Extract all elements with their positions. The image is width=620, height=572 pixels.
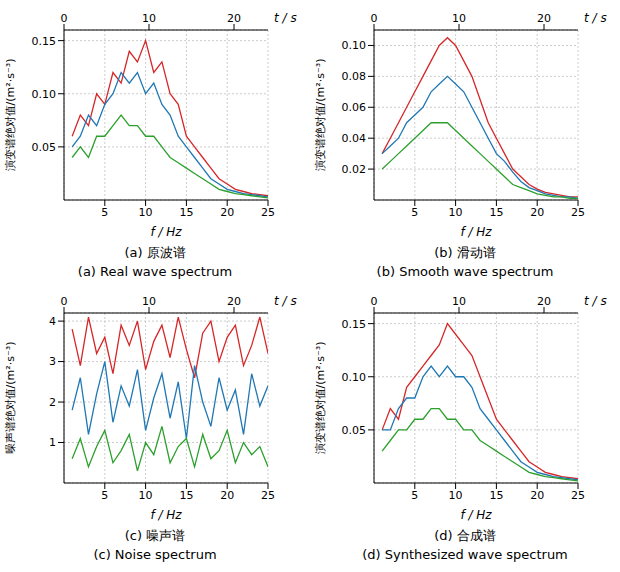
svg-text:25: 25 — [571, 489, 585, 502]
svg-text:20: 20 — [530, 206, 544, 219]
svg-text:0.15: 0.15 — [32, 35, 57, 48]
svg-text:1: 1 — [49, 436, 56, 449]
svg-text:20: 20 — [227, 12, 241, 25]
svg-text:0.15: 0.15 — [342, 318, 367, 331]
svg-text:20: 20 — [220, 206, 234, 219]
html-text:(c) Noise spectrum: (c) Noise spectrum — [93, 547, 217, 562]
svg-text:20: 20 — [220, 489, 234, 502]
svg-text:3: 3 — [49, 355, 56, 368]
svg-text:0.10: 0.10 — [32, 88, 57, 101]
svg-text:演变谱绝对值/(m²·s⁻³): 演变谱绝对值/(m²·s⁻³) — [314, 59, 327, 172]
svg-text:20: 20 — [227, 295, 241, 308]
svg-text:25: 25 — [261, 206, 275, 219]
svg-text:t / s: t / s — [584, 294, 607, 308]
html-text:(b) 滑动谱: (b) 滑动谱 — [434, 245, 496, 260]
svg-text:15: 15 — [489, 489, 503, 502]
svg-text:0: 0 — [61, 295, 68, 308]
svg-text:10: 10 — [449, 206, 463, 219]
svg-text:演变谱绝对值/(m²·s⁻³): 演变谱绝对值/(m²·s⁻³) — [314, 342, 327, 455]
svg-text:0.04: 0.04 — [342, 132, 367, 145]
svg-text:0: 0 — [371, 295, 378, 308]
svg-text:20: 20 — [537, 295, 551, 308]
svg-text:f / Hz: f / Hz — [460, 225, 492, 239]
svg-text:20: 20 — [537, 12, 551, 25]
html-text:(d) 合成谱: (d) 合成谱 — [434, 528, 496, 543]
svg-text:0.06: 0.06 — [342, 101, 367, 114]
svg-text:15: 15 — [179, 489, 193, 502]
svg-text:0.02: 0.02 — [342, 163, 367, 176]
svg-text:f / Hz: f / Hz — [150, 225, 182, 239]
svg-text:0.10: 0.10 — [342, 39, 367, 52]
svg-text:0: 0 — [61, 12, 68, 25]
svg-text:15: 15 — [489, 206, 503, 219]
svg-text:10: 10 — [452, 295, 466, 308]
svg-text:5: 5 — [101, 489, 108, 502]
html-text:(c) 噪声谱: (c) 噪声谱 — [124, 528, 186, 543]
svg-text:4: 4 — [49, 315, 56, 328]
html-text:(a) Real wave spectrum: (a) Real wave spectrum — [77, 264, 233, 279]
svg-text:t / s: t / s — [584, 11, 607, 25]
svg-text:10: 10 — [142, 295, 156, 308]
html-text:(a) 原波谱: (a) 原波谱 — [124, 245, 186, 260]
svg-text:t / s: t / s — [274, 11, 297, 25]
svg-text:0.10: 0.10 — [342, 371, 367, 384]
svg-text:15: 15 — [179, 206, 193, 219]
svg-text:t / s: t / s — [274, 294, 297, 308]
svg-text:10: 10 — [142, 12, 156, 25]
svg-text:10: 10 — [139, 206, 153, 219]
svg-text:f / Hz: f / Hz — [150, 508, 182, 522]
svg-text:2: 2 — [49, 396, 56, 409]
svg-text:0.05: 0.05 — [342, 424, 367, 437]
svg-text:0.05: 0.05 — [32, 141, 57, 154]
svg-text:25: 25 — [571, 206, 585, 219]
svg-text:5: 5 — [411, 489, 418, 502]
svg-text:0: 0 — [371, 12, 378, 25]
svg-text:0.08: 0.08 — [342, 70, 367, 83]
svg-text:噪声谱绝对值/(m²·s⁻³): 噪声谱绝对值/(m²·s⁻³) — [4, 342, 17, 455]
svg-text:10: 10 — [449, 489, 463, 502]
svg-text:f / Hz: f / Hz — [460, 508, 492, 522]
svg-text:20: 20 — [530, 489, 544, 502]
svg-text:5: 5 — [101, 206, 108, 219]
svg-text:10: 10 — [452, 12, 466, 25]
svg-text:演变谱绝对值/(m²·s⁻³): 演变谱绝对值/(m²·s⁻³) — [4, 59, 17, 172]
svg-text:25: 25 — [261, 489, 275, 502]
svg-text:10: 10 — [139, 489, 153, 502]
html-text:(b) Smooth wave spectrum: (b) Smooth wave spectrum — [376, 264, 554, 279]
html-text:(d) Synthesized wave spectrum: (d) Synthesized wave spectrum — [362, 547, 568, 562]
svg-text:5: 5 — [411, 206, 418, 219]
